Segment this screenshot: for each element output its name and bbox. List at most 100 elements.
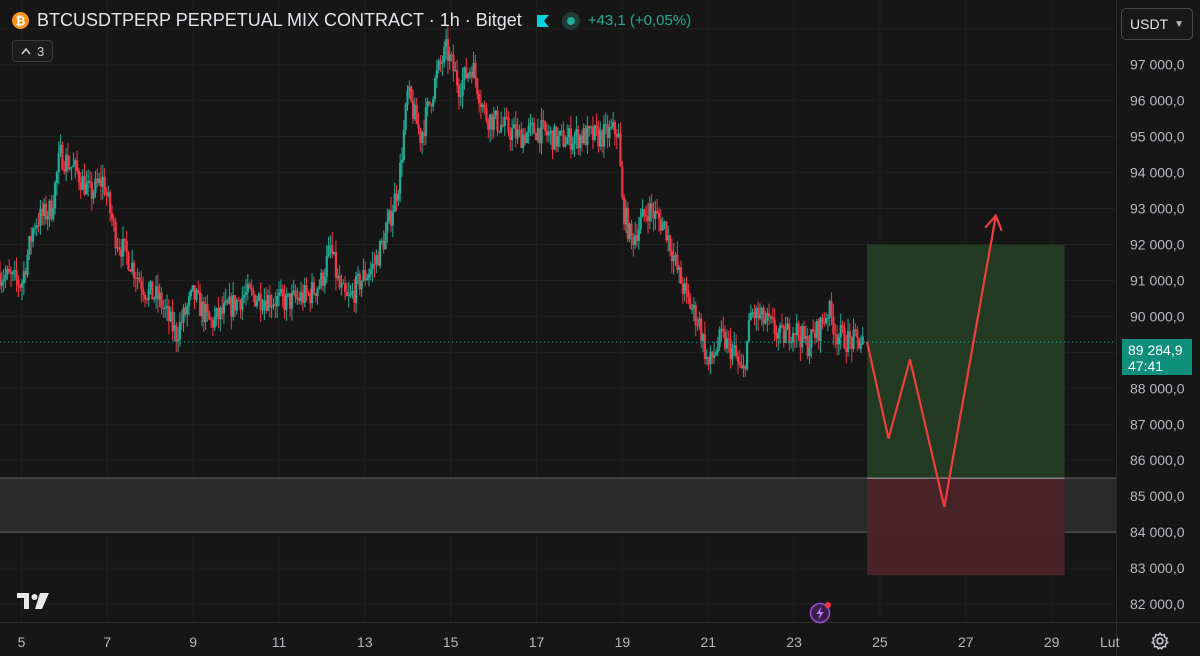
candle-body (518, 129, 521, 131)
candle-body (856, 329, 859, 338)
candle-body (274, 304, 277, 307)
candle-body (156, 286, 159, 300)
candle-body (257, 293, 260, 301)
candle-body (26, 254, 29, 276)
candle-body (63, 169, 66, 172)
settings-gear-icon[interactable] (1150, 631, 1170, 651)
candle-body (703, 334, 706, 359)
symbol-title[interactable]: BTCUSDTPERP PERPETUAL MIX CONTRACT · 1h … (37, 10, 522, 30)
candle-body (452, 54, 455, 72)
candle-body (742, 366, 745, 369)
candle-body (134, 277, 137, 279)
candle-body (281, 289, 284, 296)
candle-body (195, 290, 198, 300)
candle-body (375, 255, 378, 265)
candle-body (801, 326, 804, 348)
candle-body (854, 329, 857, 331)
candle-body (310, 282, 314, 304)
y-tick-label: 86 000,0 (1130, 452, 1185, 468)
candle-body (250, 288, 253, 291)
candle-body (303, 285, 306, 304)
candle-body (153, 298, 156, 300)
candle-body (689, 297, 692, 309)
candle-body (147, 289, 150, 301)
last-price-tag: 89 284,9 47:41 (1122, 339, 1192, 375)
indicators-toggle[interactable]: 3 (12, 40, 54, 62)
candle-body (232, 295, 235, 317)
candle-body (59, 144, 62, 154)
candle-body (834, 334, 837, 336)
candle-body (35, 225, 38, 228)
candle-body (68, 167, 71, 170)
candle-body (228, 296, 231, 304)
candle-body (377, 255, 380, 266)
candle-body (187, 296, 191, 307)
candle-body (612, 121, 615, 128)
candle-body (42, 203, 46, 216)
candle-body (602, 124, 606, 147)
candle-body (527, 125, 530, 133)
y-tick-label: 95 000,0 (1130, 129, 1185, 145)
candle-body (81, 176, 84, 190)
market-status-icon (561, 11, 580, 30)
x-tick-label: 5 (18, 634, 26, 650)
candle-body (740, 364, 743, 369)
candle-body (237, 299, 240, 301)
candle-body (138, 277, 141, 282)
candle-body (373, 263, 376, 265)
candle-body (77, 170, 81, 183)
lightning-icon[interactable] (808, 600, 834, 626)
candle-body (672, 255, 675, 262)
candle-body (48, 200, 51, 216)
candle-body (246, 283, 249, 293)
candle-body (121, 238, 125, 257)
candle-body (175, 325, 178, 342)
candle-body (676, 254, 679, 270)
candle-body (509, 132, 512, 140)
candle-body (540, 120, 543, 144)
candle-body (287, 293, 290, 295)
candle-body (485, 108, 488, 121)
candle-body (369, 268, 372, 275)
candle-body (608, 127, 611, 139)
candle-body (386, 221, 389, 233)
candle-body (219, 307, 222, 320)
y-tick-label: 82 000,0 (1130, 596, 1185, 612)
candle-body (859, 344, 863, 349)
candle-body (226, 300, 229, 304)
tradingview-logo-icon[interactable] (16, 590, 50, 612)
candle-body (698, 318, 701, 326)
candle-body (378, 241, 382, 266)
candle-body (266, 295, 270, 311)
candle-body (692, 304, 695, 309)
candle-body (492, 115, 495, 130)
candle-body (722, 328, 725, 332)
candle-body (110, 212, 114, 220)
candle-body (650, 203, 653, 212)
candle-body (325, 255, 328, 277)
candle-body (757, 308, 760, 319)
candle-body (285, 293, 288, 310)
currency-select[interactable]: USDT ▼ (1121, 8, 1193, 40)
y-tick-label: 85 000,0 (1130, 488, 1185, 504)
candle-body (388, 210, 391, 222)
candle-body (514, 124, 517, 139)
candle-body (839, 325, 842, 338)
candle-body (786, 323, 789, 330)
candle-body (667, 235, 670, 241)
candle-body (489, 114, 492, 130)
candle-body (39, 208, 42, 227)
candle-body (189, 290, 193, 297)
candle-body (790, 342, 793, 344)
candle-body (597, 127, 600, 147)
candle-body (261, 309, 264, 311)
candle-body (766, 313, 769, 321)
candle-body (224, 300, 227, 303)
projection-arrowhead (984, 213, 1003, 232)
candle-body (795, 323, 798, 336)
x-tick-label: 23 (786, 634, 802, 650)
candle-body (817, 320, 820, 341)
candle-body (531, 122, 534, 124)
candle-body (573, 137, 576, 144)
